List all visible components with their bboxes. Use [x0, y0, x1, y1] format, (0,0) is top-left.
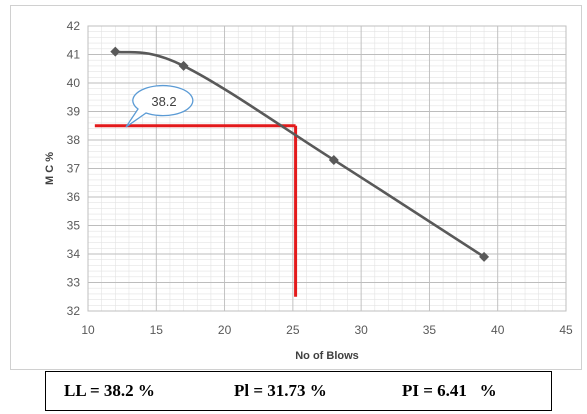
x-tick-label: 40 [491, 323, 505, 337]
plasticity-index-result: PI = 6.41 % [402, 381, 497, 400]
y-tick-label: 40 [67, 76, 81, 90]
plot-border [87, 25, 567, 312]
liquid-limit-result: LL = 38.2 % [64, 381, 155, 400]
x-tick-label: 10 [81, 323, 95, 337]
major-gridlines [87, 25, 567, 312]
y-tick-label: 38 [67, 133, 81, 147]
x-axis-label: No of Blows [295, 350, 359, 362]
y-axis-label: M C % [44, 152, 56, 185]
data-point-marker [178, 60, 189, 71]
y-tick-label: 36 [67, 190, 81, 204]
x-axis-ticks: 10 15 20 25 30 35 40 45 [81, 323, 573, 337]
series-line [110, 46, 490, 262]
chart-area: 32 33 34 35 36 37 38 39 40 41 42 10 15 20 25 30 35 40 45 … [10, 5, 582, 370]
y-tick-label: 37 [67, 162, 81, 176]
x-tick-label: 15 [150, 323, 164, 337]
x-tick-label: 30 [354, 323, 368, 337]
x-tick-label: 45 [559, 323, 573, 337]
y-tick-label: 34 [67, 247, 81, 261]
y-tick-label: 42 [67, 19, 81, 33]
y-axis-ticks: 32 33 34 35 36 37 38 39 40 41 42 [67, 19, 81, 318]
data-point-marker [110, 46, 121, 57]
y-tick-label: 39 [67, 105, 81, 119]
callout-label: 38.2 [151, 94, 176, 109]
x-tick-label: 25 [286, 323, 300, 337]
series-curve [114, 50, 486, 259]
y-tick-label: 35 [67, 219, 81, 233]
y-tick-label: 32 [67, 304, 81, 318]
x-tick-label: 20 [218, 323, 232, 337]
data-point-marker [328, 154, 339, 165]
plastic-limit-result: Pl = 31.73 % [234, 381, 327, 400]
callout-bubble [125, 84, 194, 128]
x-tick-label: 35 [423, 323, 437, 337]
y-tick-label: 41 [67, 48, 81, 62]
results-box: LL = 38.2 % Pl = 31.73 % PI = 6.41 % [45, 371, 552, 411]
callout: 38.2 [125, 84, 194, 128]
data-point-marker [479, 251, 490, 262]
y-tick-label: 33 [67, 276, 81, 290]
